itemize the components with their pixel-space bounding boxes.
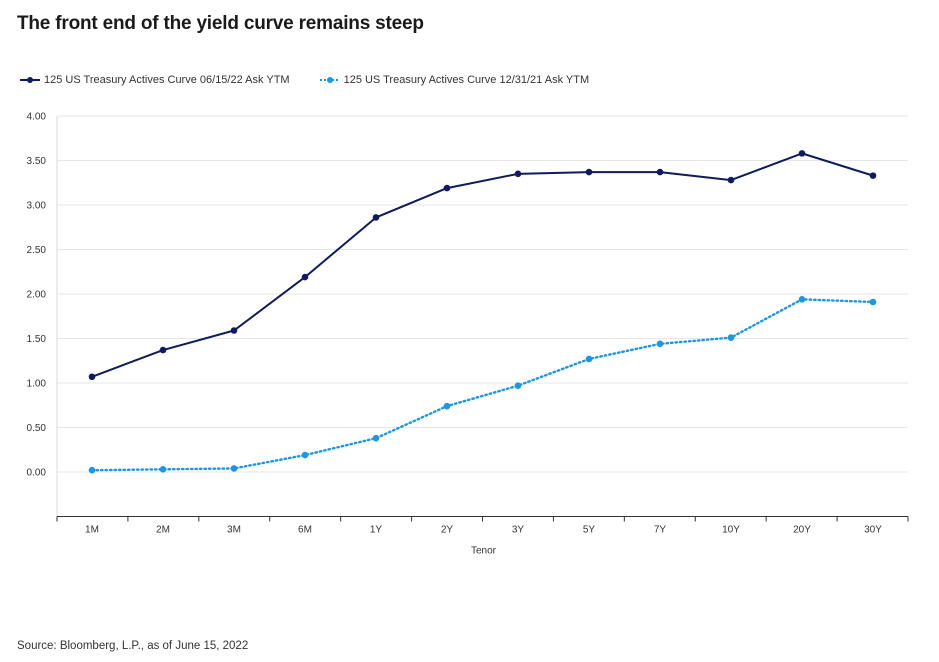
x-tick-label-7y: 7Y [654,525,667,536]
data-point-s2-6m[interactable] [301,451,309,459]
legend-item-series-2[interactable]: 125 US Treasury Actives Curve 12/31/21 A… [319,74,590,86]
series-line-2 [90,298,875,472]
data-point-s2-20y[interactable] [798,296,806,303]
chart-title: The front end of the yield curve remains… [17,13,424,34]
x-axis-tick-labels: 1M 2M 3M 6M 1Y 2Y 3Y 5Y 7Y 10Y 20Y 30Y [85,525,882,536]
data-point-s2-1y[interactable] [372,434,380,442]
y-tick-label: 2.50 [27,245,47,256]
x-tick-label-1m: 1M [85,525,99,536]
x-tick-label-3y: 3Y [512,525,525,536]
data-point-s1-2y[interactable] [443,184,451,192]
data-point-s1-2m[interactable] [159,346,167,354]
legend-swatch-series-1-icon [20,77,40,83]
data-point-s1-30y[interactable] [869,172,877,179]
data-point-s1-6m[interactable] [301,273,309,281]
legend-label-series-1: 125 US Treasury Actives Curve 06/15/22 A… [44,74,290,86]
data-point-s1-3y[interactable] [514,170,522,178]
y-tick-label: 3.00 [27,201,47,212]
axes [56,116,909,522]
data-point-s2-2y[interactable] [443,402,451,410]
x-tick-label-3m: 3M [227,525,241,536]
y-tick-label: 0.00 [27,468,47,479]
data-point-s1-10y[interactable] [727,176,735,184]
x-axis-label: Tenor [471,546,497,557]
y-axis-tick-labels: 0.00 0.50 1.00 1.50 2.00 2.50 3.00 3.50 4.00 [27,112,47,479]
series-line-1 [91,152,874,378]
x-tick-label-2y: 2Y [441,525,454,536]
data-point-s1-3m[interactable] [230,327,238,334]
x-tick-label-6m: 6M [298,525,312,536]
data-point-s1-7y[interactable] [656,168,664,176]
y-tick-label: 0.50 [27,423,47,434]
x-tick-label-1y: 1Y [370,525,383,536]
data-point-s2-3m[interactable] [230,465,238,472]
y-tick-label: 1.00 [27,379,47,390]
data-point-s2-30y[interactable] [869,298,877,306]
yield-curve-chart: 0.00 0.50 1.00 1.50 2.00 2.50 3.00 3.50 4.00 1M 2… [27,112,909,557]
legend: 125 US Treasury Actives Curve 06/15/22 A… [20,72,619,88]
gridlines [57,115,908,473]
data-point-s2-2m[interactable] [159,466,167,473]
x-tick-label-20y: 20Y [793,525,811,536]
source-note: Source: Bloomberg, L.P., as of June 15, … [17,640,249,652]
data-point-s2-10y[interactable] [727,334,735,341]
data-point-s2-5y[interactable] [585,355,593,363]
data-series [88,150,877,474]
data-point-s1-20y[interactable] [798,150,806,157]
x-tick-label-10y: 10Y [722,525,740,536]
y-tick-label: 4.00 [27,112,47,123]
data-point-s2-3y[interactable] [514,382,522,389]
data-point-s2-7y[interactable] [656,340,664,348]
legend-label-series-2: 125 US Treasury Actives Curve 12/31/21 A… [343,74,590,86]
data-point-s1-1y[interactable] [372,214,380,221]
y-tick-label: 3.50 [27,156,47,167]
x-tick-label-30y: 30Y [864,525,882,536]
legend-swatch-series-2-icon [319,77,340,83]
y-tick-label: 1.50 [27,334,47,345]
y-tick-label: 2.00 [27,290,47,301]
data-point-s1-5y[interactable] [585,168,593,176]
data-point-s1-1m[interactable] [88,373,96,381]
x-tick-label-5y: 5Y [583,525,596,536]
data-point-s2-1m[interactable] [88,466,96,474]
x-tick-label-2m: 2M [156,525,170,536]
legend-item-series-1[interactable]: 125 US Treasury Actives Curve 06/15/22 A… [20,74,290,86]
